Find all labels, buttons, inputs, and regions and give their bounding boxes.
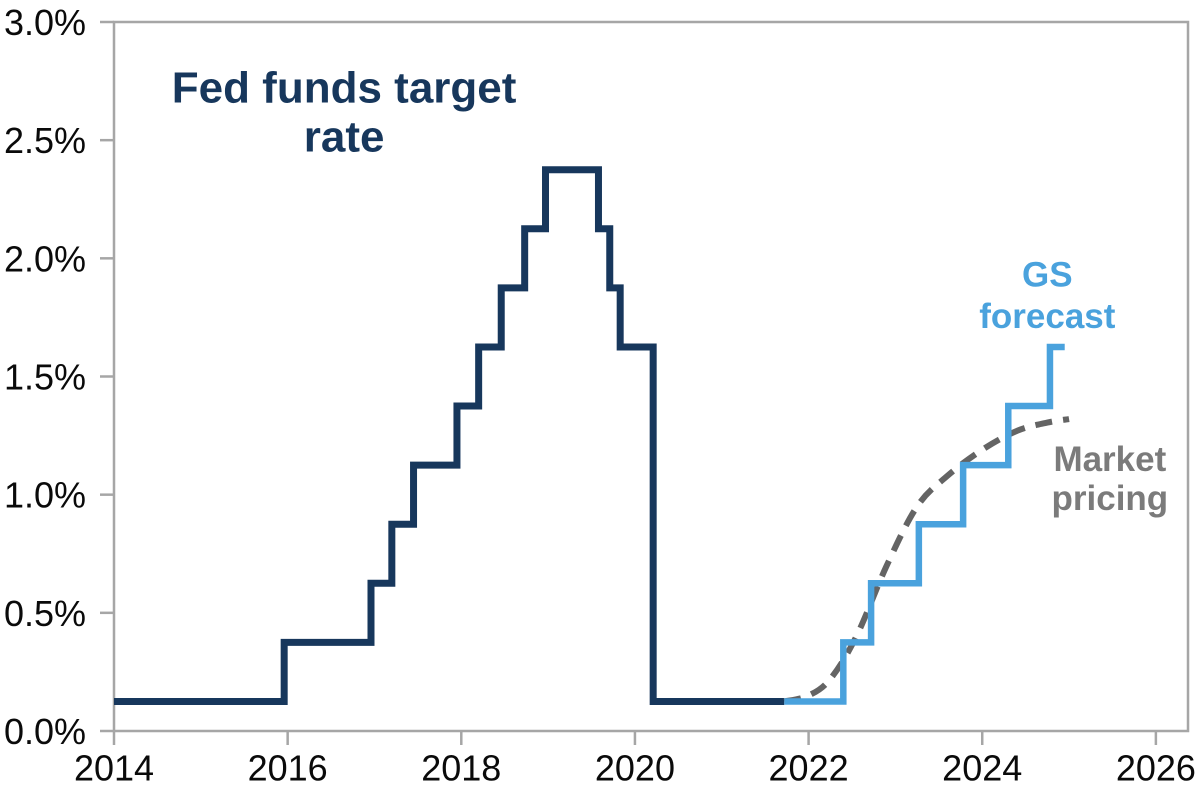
gs-forecast-label: GS forecast [979,256,1116,336]
y-axis-tick-label: 2.0% [4,238,86,279]
series-line-gs-forecast [784,343,1065,705]
y-axis-tick-label: 1.0% [4,475,86,516]
y-axis-tick-label: 0.0% [4,711,86,752]
x-axis-tick-label: 2018 [421,747,501,788]
x-axis-tick-label: 2014 [74,747,154,788]
x-axis-tick-label: 2024 [942,747,1022,788]
y-axis-tick-label: 1.5% [4,356,86,397]
series-line-fed-funds-target-rate-historical [114,166,785,705]
y-axis-tick-label: 2.5% [4,120,86,161]
x-axis-tick-label: 2020 [595,747,675,788]
chart-title: Fed funds target rate [172,63,517,161]
market-pricing-label: Market pricing [1052,440,1169,518]
x-axis-tick-label: 2016 [248,747,328,788]
x-axis-tick-label: 2026 [1116,747,1196,788]
y-axis-tick-label: 0.5% [4,593,86,634]
series-line-market-pricing [783,416,1070,705]
x-axis-tick-label: 2022 [769,747,849,788]
y-axis-tick-label: 3.0% [4,2,86,43]
